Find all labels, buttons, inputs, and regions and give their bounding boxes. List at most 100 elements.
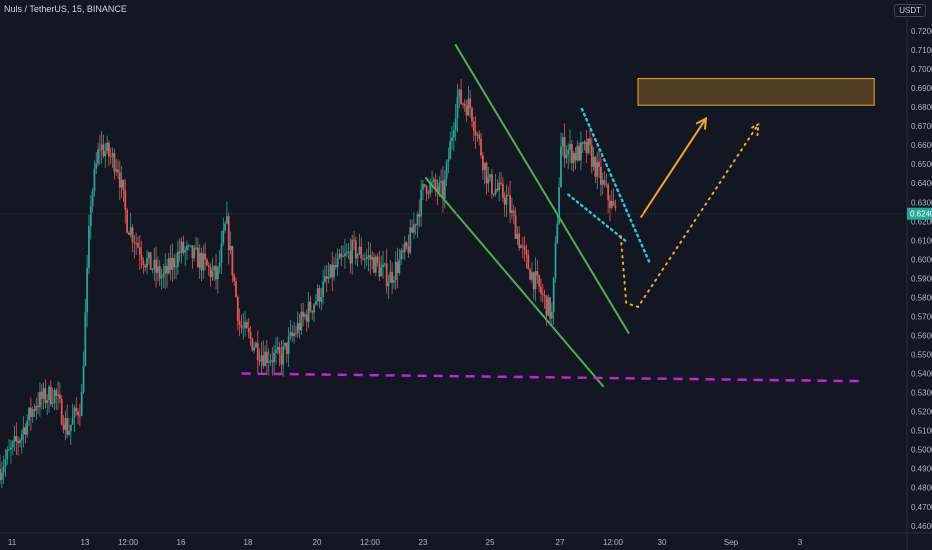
x-tick-label: 12:00 bbox=[118, 538, 139, 547]
candle-body bbox=[507, 194, 510, 196]
candle-body bbox=[113, 152, 116, 172]
candle-body bbox=[369, 255, 372, 260]
candle-body bbox=[449, 141, 452, 160]
candle-body bbox=[39, 391, 41, 408]
candle-body bbox=[520, 245, 522, 249]
candle-body bbox=[37, 405, 40, 408]
candle-body bbox=[275, 350, 277, 353]
candle-body bbox=[178, 251, 181, 254]
candle-body bbox=[127, 232, 130, 235]
candle-body bbox=[534, 271, 537, 290]
candle-body bbox=[583, 142, 586, 144]
candle-body bbox=[28, 407, 30, 421]
candle-body bbox=[40, 391, 43, 399]
x-tick-label: 3 bbox=[798, 538, 803, 547]
candle-body bbox=[20, 434, 23, 441]
candle-body bbox=[26, 420, 29, 435]
candle-body bbox=[0, 468, 1, 481]
candle-body bbox=[215, 265, 217, 280]
candle-body bbox=[22, 427, 25, 435]
candle-body bbox=[545, 295, 548, 316]
candle-body bbox=[233, 275, 236, 282]
candle-body bbox=[84, 312, 87, 366]
candle-body bbox=[158, 266, 161, 279]
candle-body bbox=[4, 459, 7, 467]
candle-body bbox=[536, 271, 539, 276]
quote-currency-badge[interactable]: USDT bbox=[894, 4, 926, 17]
candle-body bbox=[202, 253, 205, 271]
candle-body bbox=[62, 424, 65, 430]
candle-body bbox=[245, 322, 248, 328]
x-tick-label: 20 bbox=[313, 538, 322, 547]
candle-body bbox=[614, 205, 617, 209]
candle-body bbox=[258, 359, 261, 362]
candle-body bbox=[353, 239, 355, 241]
candle-body bbox=[603, 180, 606, 185]
candle-body bbox=[576, 145, 579, 161]
falling-channel-lower-line bbox=[424, 176, 605, 388]
candle-body bbox=[432, 179, 435, 182]
candle-body bbox=[51, 403, 54, 405]
x-tick-label: 23 bbox=[419, 538, 428, 547]
candle-body bbox=[146, 258, 148, 268]
candle-body bbox=[393, 280, 395, 283]
current-price-tag: 0.6240 bbox=[907, 207, 932, 220]
candle-body bbox=[120, 179, 123, 188]
candle-body bbox=[153, 259, 156, 270]
candle-body bbox=[111, 152, 114, 157]
candle-body bbox=[385, 263, 388, 287]
candle-body bbox=[610, 200, 613, 208]
candle-body bbox=[550, 312, 553, 319]
candle-body bbox=[224, 223, 227, 231]
price-tag-label: 0.6240 bbox=[910, 210, 932, 219]
candle-body bbox=[309, 301, 312, 311]
candle-body bbox=[35, 405, 38, 411]
candle-body bbox=[469, 98, 472, 109]
candle-body bbox=[68, 431, 70, 435]
candle-body bbox=[13, 436, 16, 442]
falling-channel-upper-line bbox=[454, 43, 630, 335]
candle-body bbox=[247, 327, 250, 332]
candle-body bbox=[447, 159, 450, 162]
candle-body bbox=[222, 230, 225, 244]
candle-body bbox=[80, 391, 83, 416]
candle-body bbox=[365, 256, 368, 260]
candle-body bbox=[77, 411, 79, 416]
candle-body bbox=[240, 325, 243, 328]
candle-body bbox=[66, 418, 69, 435]
candle-body bbox=[238, 320, 241, 326]
candle-body bbox=[227, 216, 230, 251]
candle-body bbox=[265, 351, 268, 363]
candle-body bbox=[89, 206, 92, 227]
x-tick-label: 30 bbox=[658, 538, 667, 547]
candle-body bbox=[104, 151, 107, 157]
candle-body bbox=[173, 257, 176, 268]
candle-body bbox=[226, 216, 228, 224]
candle-body bbox=[11, 441, 14, 448]
candle-body bbox=[483, 162, 486, 171]
candle-body bbox=[396, 261, 399, 273]
candle-body bbox=[88, 226, 90, 268]
candle-body bbox=[82, 365, 85, 392]
candle-body bbox=[594, 156, 597, 177]
candle-body bbox=[256, 343, 259, 360]
candle-body bbox=[115, 169, 118, 172]
candle-body bbox=[327, 276, 330, 279]
candle-body bbox=[229, 245, 232, 251]
candle-body bbox=[169, 258, 172, 270]
candle-body bbox=[425, 186, 428, 194]
candle-body bbox=[414, 224, 417, 226]
candle-body bbox=[422, 184, 424, 190]
